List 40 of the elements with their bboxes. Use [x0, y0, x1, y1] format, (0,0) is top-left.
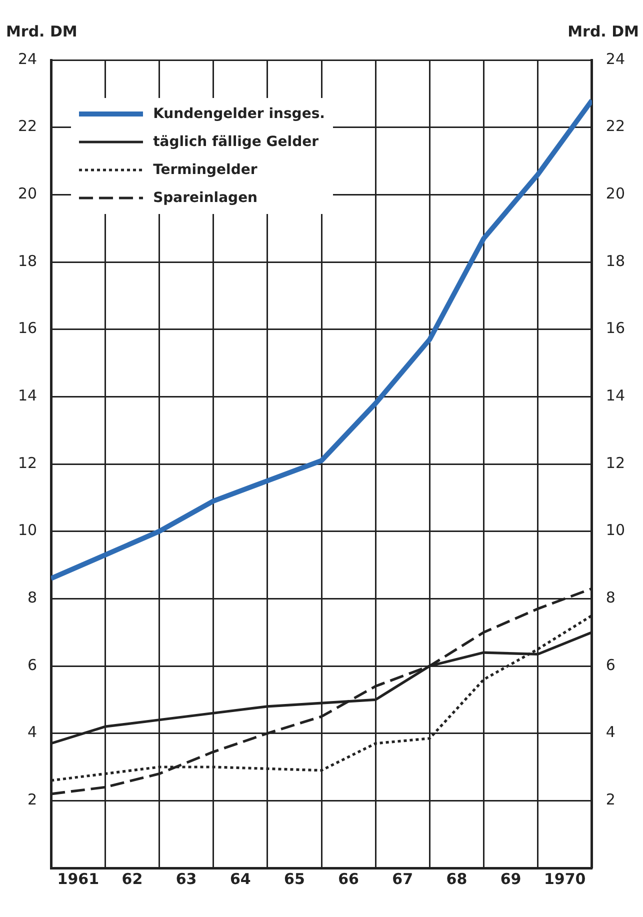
y-tick-label: 24 [18, 50, 38, 68]
y-tick-label: 12 [18, 454, 38, 472]
y-tick-label: 18 [18, 252, 38, 270]
y-tick-label: 20 [18, 184, 38, 203]
y2-tick-label: 8 [606, 588, 616, 607]
x-tick-label: 66 [338, 870, 359, 888]
y-tick-label: 14 [18, 386, 38, 405]
x-tick-label: 65 [284, 870, 305, 888]
y-tick-label: 16 [18, 319, 38, 338]
x-tick-label: 69 [500, 870, 522, 888]
legend-label: Spareinlagen [153, 190, 258, 206]
y2-tick-label: 2 [606, 790, 616, 809]
x-tick-label: 1961 [57, 870, 100, 888]
y2-tick-label: 14 [606, 386, 626, 405]
y2-tick-label: 22 [606, 117, 626, 136]
y-axis-title: Mrd. DM [6, 22, 78, 40]
y-tick-label: 10 [18, 521, 38, 540]
y2-tick-label: 10 [606, 521, 626, 540]
x-tick-label: 63 [176, 870, 197, 888]
x-tick-label: 1970 [544, 870, 586, 888]
y2-tick-label: 24 [606, 50, 626, 68]
y2-tick-label: 20 [606, 184, 626, 203]
x-tick-label: 62 [122, 870, 143, 888]
y2-tick-label: 16 [606, 319, 626, 338]
y2-tick-label: 6 [606, 656, 616, 674]
y2-tick-label: 4 [606, 723, 616, 742]
y-tick-label: 4 [28, 723, 38, 742]
legend-label: Termingelder [153, 162, 258, 178]
legend-label: Kundengelder insges. [153, 106, 325, 122]
y2-tick-label: 12 [606, 454, 626, 472]
y-tick-label: 8 [28, 588, 38, 607]
y-tick-label: 22 [18, 117, 38, 136]
x-tick-label: 67 [392, 870, 414, 888]
y2-tick-label: 18 [606, 252, 626, 270]
x-tick-label: 68 [446, 870, 468, 888]
y-tick-label: 2 [28, 790, 38, 809]
y2-axis-title: Mrd. DM [568, 22, 639, 40]
x-tick-label: 64 [230, 870, 251, 888]
y-tick-label: 6 [28, 656, 38, 674]
legend-label: täglich fällige Gelder [153, 134, 319, 150]
